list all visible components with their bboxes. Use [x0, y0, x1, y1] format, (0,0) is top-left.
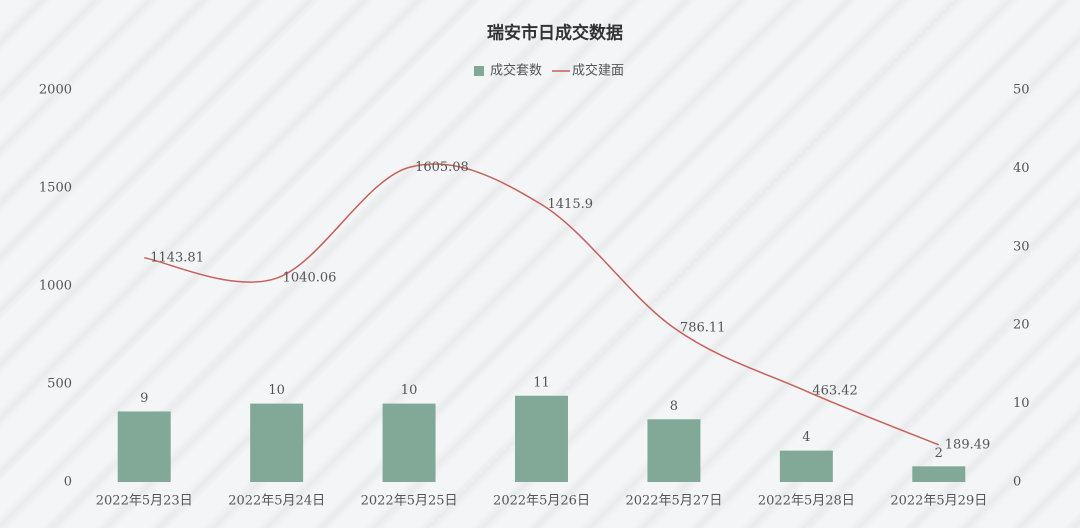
y-tick-label: 1000	[39, 279, 72, 294]
y-tick-label: 1500	[39, 181, 72, 196]
x-tick-label: 2022年5月26日	[493, 494, 590, 509]
y2-tick-label: 20	[1013, 318, 1030, 333]
bar	[382, 403, 436, 482]
x-tick-label: 2022年5月25日	[361, 494, 458, 509]
data-label: 4	[802, 430, 810, 445]
data-label: 463.42	[812, 384, 858, 399]
data-label: 10	[401, 383, 418, 398]
y2-tick-label: 40	[1013, 161, 1030, 176]
data-label: 1143.81	[150, 250, 204, 265]
y2-tick-label: 30	[1013, 239, 1030, 254]
chart-title: 瑞安市日成交数据	[487, 23, 623, 44]
y-tick-label: 2000	[39, 83, 72, 98]
bar	[250, 403, 304, 482]
x-tick-label: 2022年5月23日	[96, 494, 193, 509]
bar	[117, 411, 171, 482]
data-label: 11	[533, 375, 550, 390]
y-tick-label: 0	[64, 475, 72, 490]
x-tick-label: 2022年5月27日	[625, 494, 722, 509]
data-label: 8	[670, 399, 678, 414]
data-label: 9	[140, 391, 148, 406]
legend-swatch	[474, 66, 484, 76]
data-label: 1040.06	[283, 271, 337, 286]
legend-label: 成交套数	[490, 63, 542, 79]
legend-label: 成交建面	[572, 63, 624, 79]
y2-tick-label: 0	[1013, 475, 1021, 490]
data-label: 786.11	[680, 320, 726, 335]
x-tick-label: 2022年5月28日	[758, 494, 855, 509]
data-label: 2	[935, 446, 943, 461]
y2-tick-label: 50	[1013, 83, 1030, 98]
y2-tick-label: 10	[1013, 396, 1030, 411]
line	[144, 163, 940, 446]
data-label: 10	[268, 383, 285, 398]
data-label: 189.49	[945, 437, 991, 452]
y-tick-label: 500	[47, 377, 72, 392]
bar	[912, 466, 966, 482]
bar	[515, 395, 568, 482]
x-tick-label: 2022年5月29日	[890, 494, 987, 509]
bar	[647, 419, 701, 482]
bar	[779, 450, 833, 482]
x-tick-label: 2022年5月24日	[228, 494, 325, 509]
data-label: 1605.08	[415, 160, 469, 175]
data-label: 1415.9	[548, 197, 594, 212]
